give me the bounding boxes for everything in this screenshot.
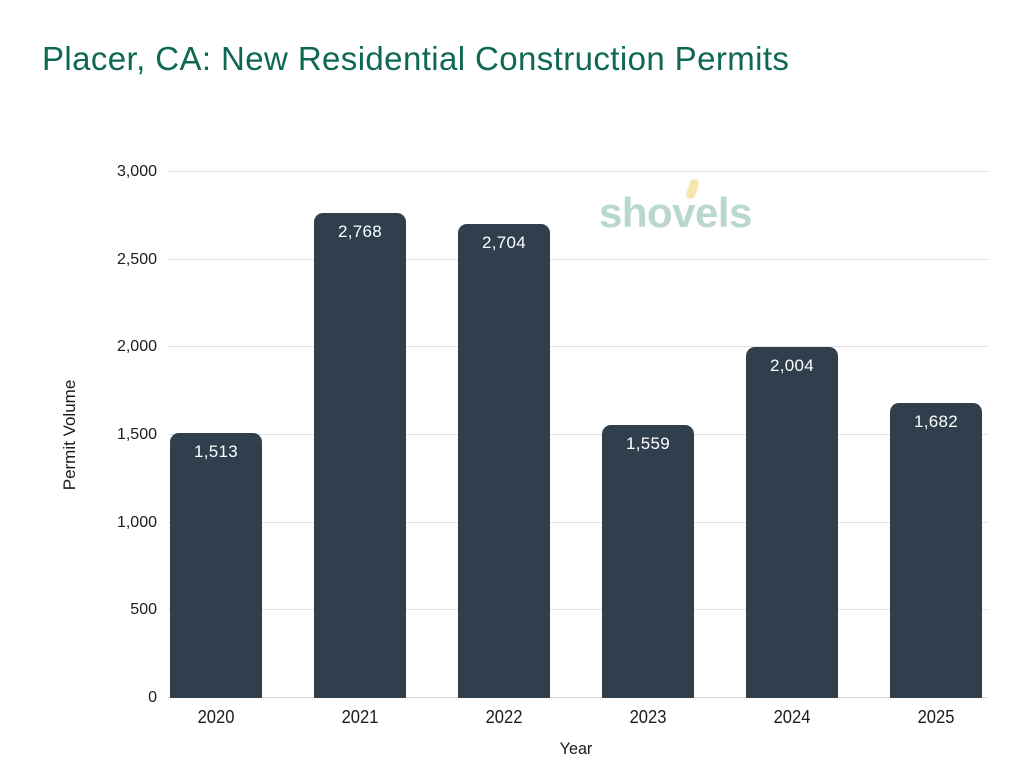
- x-tick-label: 2020: [197, 707, 235, 727]
- logo-shovel-v: v: [672, 178, 700, 236]
- bar-value-label: 2,704: [481, 232, 526, 252]
- bar-value-label: 1,682: [913, 412, 959, 432]
- bar-value-label: 2,004: [769, 355, 814, 375]
- x-tick-label: 2021: [341, 707, 379, 727]
- bar-slot: 1,682: [864, 172, 1008, 698]
- bar-2020: 1,513: [169, 432, 263, 698]
- y-tick-label: 500: [130, 601, 157, 619]
- chart-title: Placer, CA: New Residential Construction…: [42, 40, 790, 77]
- gridline: [168, 521, 988, 523]
- x-axis-title: Year: [559, 739, 593, 758]
- bar-2025: 1,682: [889, 403, 983, 698]
- y-tick-label: 3,000: [116, 163, 157, 180]
- y-tick-label: 0: [148, 689, 157, 706]
- y-tick-label: 2,000: [116, 338, 157, 356]
- logo-text-sho: sho: [599, 189, 673, 236]
- gridline: [168, 434, 988, 435]
- bar-slot: 2,004: [720, 172, 864, 698]
- bar-slot: 1,559: [576, 172, 720, 698]
- x-axis-line: [168, 697, 988, 698]
- bar-value-label: 1,559: [625, 433, 671, 453]
- x-tick-label: 2025: [917, 707, 955, 727]
- bar-2022: 2,704: [457, 223, 551, 698]
- x-tick-label: 2023: [629, 707, 667, 727]
- shovels-logo: shov els: [599, 178, 752, 236]
- bar-2021: 2,768: [313, 212, 407, 698]
- gridline: [168, 258, 988, 260]
- bar-slot: 2,768: [288, 172, 432, 698]
- x-tick-label: 2022: [485, 707, 523, 727]
- bar-slot: 2,704: [432, 172, 576, 698]
- logo-text-v: v: [672, 189, 696, 236]
- bar-2023: 1,559: [601, 424, 695, 698]
- y-tick-label: 2,500: [116, 250, 157, 268]
- bar-slot: 1,513: [144, 172, 288, 698]
- gridline: [168, 609, 988, 611]
- bar-value-label: 2,768: [337, 221, 382, 241]
- plot-area: Permit Volume 0 500 1,000 1,500 2,000 2,500 3,…: [60, 163, 1008, 758]
- y-tick-label: 1,500: [116, 426, 157, 443]
- gridline: [168, 171, 988, 172]
- gridline: [168, 346, 988, 348]
- x-tick-label: 2024: [773, 707, 811, 727]
- y-tick-label: 1,000: [116, 513, 157, 531]
- logo-text-els: els: [695, 189, 752, 236]
- bar-2024: 2,004: [745, 346, 839, 698]
- bar-value-label: 1,513: [193, 441, 239, 461]
